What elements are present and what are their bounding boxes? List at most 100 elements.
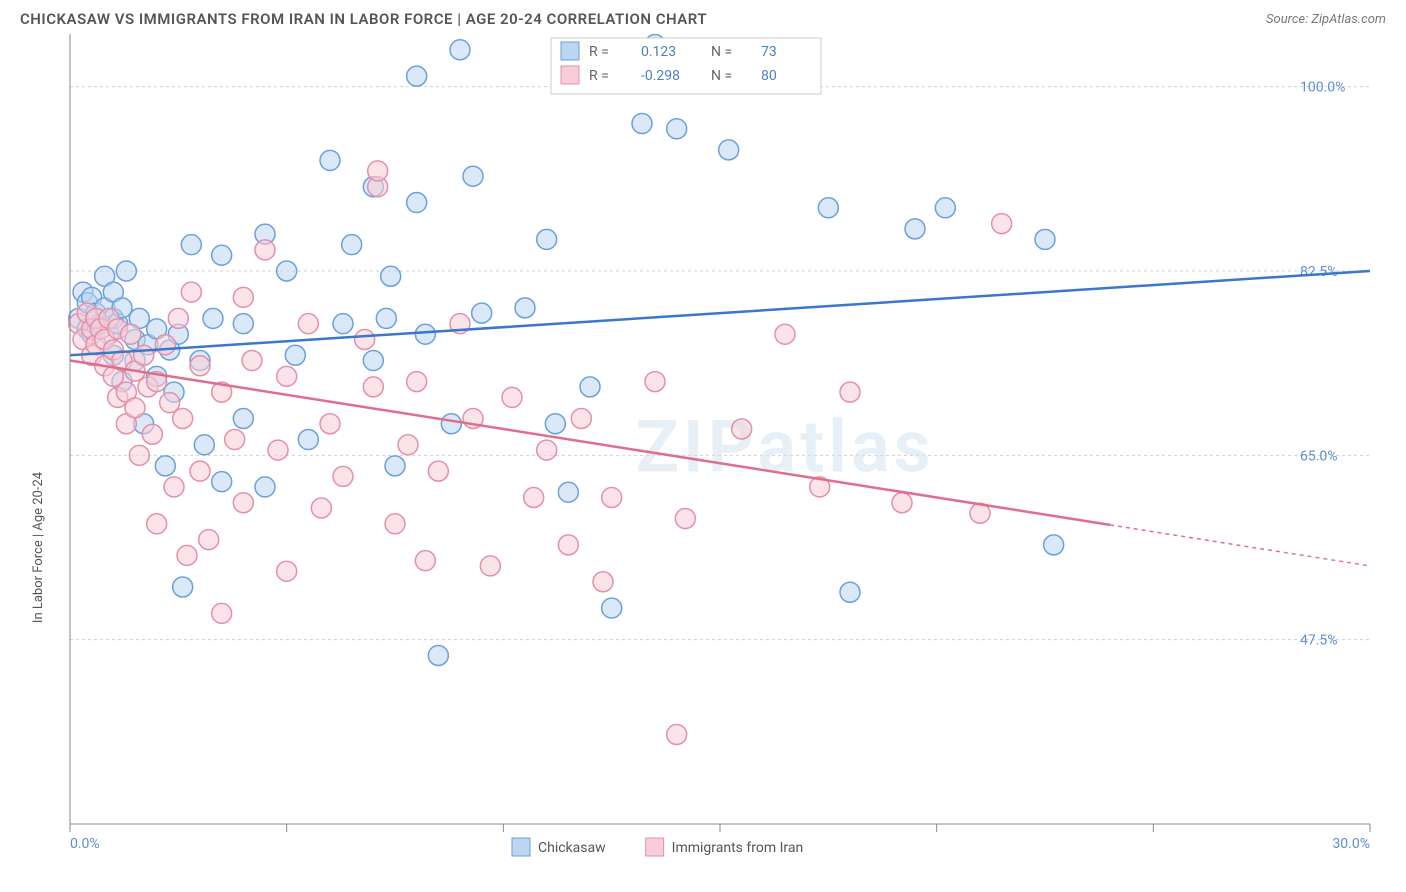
- scatter-point-chickasaw: [320, 150, 340, 170]
- regression-line-dashed: [1110, 525, 1370, 566]
- scatter-point-chickasaw: [840, 582, 860, 602]
- scatter-point-iran: [333, 466, 353, 486]
- scatter-point-iran: [168, 308, 188, 328]
- scatter-point-iran: [233, 287, 253, 307]
- legend-n-label: N =: [711, 44, 732, 60]
- scatter-point-chickasaw: [905, 219, 925, 239]
- scatter-point-iran: [368, 161, 388, 181]
- scatter-point-chickasaw: [463, 166, 483, 186]
- scatter-point-iran: [134, 345, 154, 365]
- y-tick-label: 47.5%: [1300, 633, 1338, 649]
- scatter-point-iran: [602, 487, 622, 507]
- scatter-point-chickasaw: [602, 598, 622, 618]
- scatter-point-iran: [242, 351, 262, 371]
- legend-r-value: -0.298: [641, 68, 680, 84]
- scatter-point-chickasaw: [558, 482, 578, 502]
- scatter-point-iran: [363, 377, 383, 397]
- scatter-point-chickasaw: [212, 245, 232, 265]
- scatter-point-chickasaw: [632, 114, 652, 134]
- scatter-point-chickasaw: [255, 477, 275, 497]
- scatter-point-chickasaw: [181, 235, 201, 255]
- scatter-point-chickasaw: [1044, 535, 1064, 555]
- scatter-point-iran: [155, 335, 175, 355]
- y-tick-label: 82.5%: [1300, 264, 1338, 280]
- scatter-point-chickasaw: [667, 119, 687, 139]
- scatter-point-chickasaw: [719, 140, 739, 160]
- regression-line-chickasaw: [70, 271, 1370, 355]
- scatter-point-iran: [142, 424, 162, 444]
- scatter-point-chickasaw: [407, 66, 427, 86]
- scatter-point-iran: [840, 382, 860, 402]
- scatter-point-iran: [775, 324, 795, 344]
- series-label: Chickasaw: [538, 840, 606, 856]
- scatter-point-iran: [407, 372, 427, 392]
- x-tick-label: 0.0%: [70, 836, 100, 852]
- legend-r-label: R =: [589, 44, 609, 60]
- scatter-point-chickasaw: [537, 229, 557, 249]
- scatter-point-chickasaw: [376, 308, 396, 328]
- scatter-point-chickasaw: [818, 198, 838, 218]
- scatter-point-iran: [355, 329, 375, 349]
- source-attribution: Source: ZipAtlas.com: [1266, 12, 1386, 27]
- scatter-point-iran: [398, 435, 418, 455]
- legend-swatch: [561, 66, 579, 84]
- scatter-point-iran: [558, 535, 578, 555]
- statistics-legend: R =0.123N =73R =-0.298N =80: [551, 38, 821, 94]
- scatter-point-iran: [571, 408, 591, 428]
- scatter-point-chickasaw: [173, 577, 193, 597]
- scatter-point-chickasaw: [203, 308, 223, 328]
- scatter-point-chickasaw: [342, 235, 362, 255]
- chart-title: CHICKASAW VS IMMIGRANTS FROM IRAN IN LAB…: [20, 10, 707, 28]
- series-swatch: [646, 838, 664, 856]
- scatter-point-chickasaw: [428, 645, 448, 665]
- correlation-chart: 47.5%65.0%82.5%100.0%ZIPatlas0.0%30.0%In…: [20, 34, 1386, 884]
- scatter-point-iran: [277, 561, 297, 581]
- scatter-point-iran: [199, 530, 219, 550]
- scatter-point-iran: [181, 282, 201, 302]
- scatter-point-iran: [593, 572, 613, 592]
- scatter-point-iran: [277, 366, 297, 386]
- scatter-point-chickasaw: [298, 430, 318, 450]
- scatter-point-chickasaw: [363, 351, 383, 371]
- scatter-point-iran: [892, 493, 912, 513]
- scatter-point-chickasaw: [116, 261, 136, 281]
- scatter-point-iran: [177, 545, 197, 565]
- series-swatch: [512, 838, 530, 856]
- scatter-point-chickasaw: [233, 408, 253, 428]
- watermark: ZIPatlas: [635, 405, 934, 490]
- scatter-point-iran: [502, 387, 522, 407]
- scatter-point-iran: [212, 603, 232, 623]
- scatter-point-iran: [667, 724, 687, 744]
- scatter-point-iran: [428, 461, 448, 481]
- scatter-point-chickasaw: [545, 414, 565, 434]
- scatter-point-iran: [732, 419, 752, 439]
- scatter-point-iran: [147, 514, 167, 534]
- series-label: Immigrants from Iran: [672, 840, 804, 856]
- scatter-point-chickasaw: [450, 40, 470, 60]
- scatter-point-chickasaw: [212, 472, 232, 492]
- scatter-point-chickasaw: [1035, 229, 1055, 249]
- scatter-point-chickasaw: [155, 456, 175, 476]
- scatter-point-chickasaw: [472, 303, 492, 323]
- scatter-point-chickasaw: [333, 314, 353, 334]
- scatter-point-chickasaw: [441, 414, 461, 434]
- scatter-point-iran: [190, 461, 210, 481]
- scatter-point-iran: [298, 314, 318, 334]
- scatter-point-iran: [992, 214, 1012, 234]
- y-tick-label: 65.0%: [1300, 448, 1338, 464]
- scatter-point-chickasaw: [233, 314, 253, 334]
- scatter-point-chickasaw: [935, 198, 955, 218]
- scatter-point-chickasaw: [381, 266, 401, 286]
- scatter-point-iran: [311, 498, 331, 518]
- scatter-point-iran: [125, 398, 145, 418]
- scatter-point-iran: [537, 440, 557, 460]
- scatter-point-iran: [320, 414, 340, 434]
- scatter-point-chickasaw: [515, 298, 535, 318]
- scatter-point-chickasaw: [285, 345, 305, 365]
- scatter-point-iran: [524, 487, 544, 507]
- legend-r-label: R =: [589, 68, 609, 84]
- x-tick-label: 30.0%: [1332, 836, 1370, 852]
- scatter-point-chickasaw: [194, 435, 214, 455]
- y-axis-title: In Labor Force | Age 20-24: [31, 471, 46, 623]
- scatter-point-iran: [173, 408, 193, 428]
